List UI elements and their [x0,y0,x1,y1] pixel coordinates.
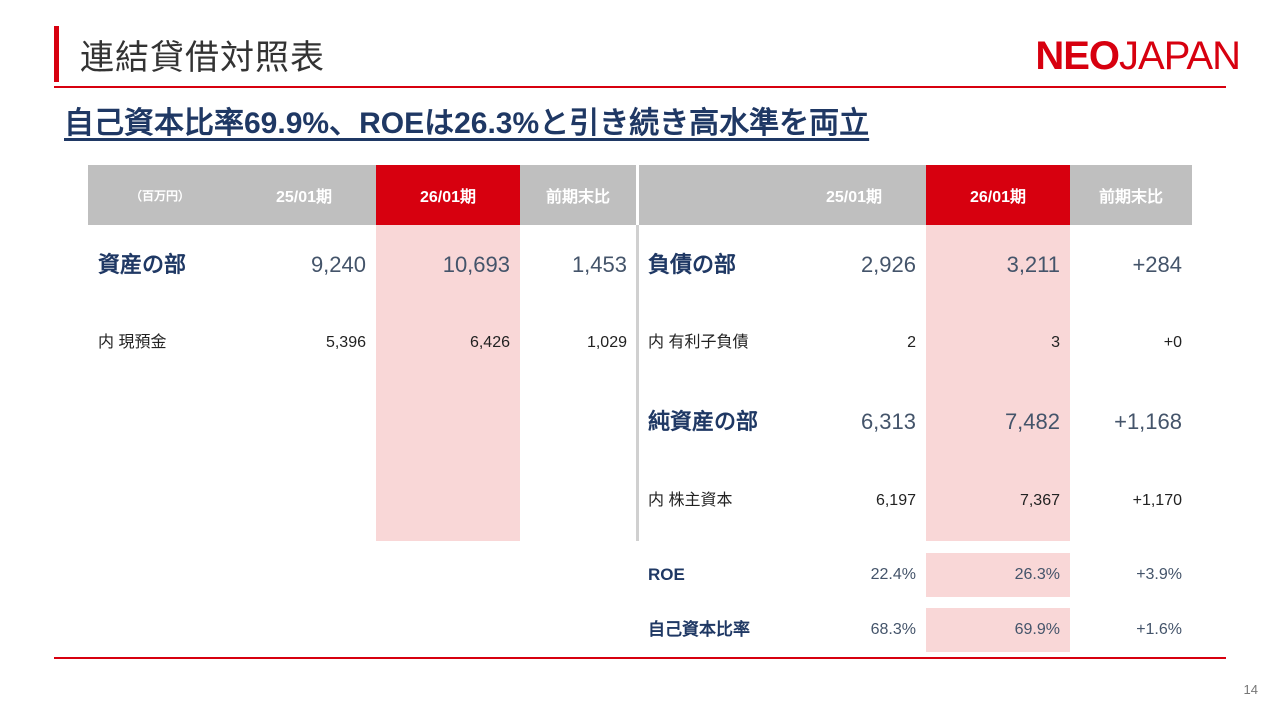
roe-highlight [926,553,1070,597]
logo-japan: JAPAN [1119,34,1241,78]
logo-neo: NEO [1035,34,1120,78]
shareholders-equity-curr: 7,367 [1019,492,1060,509]
interest-debt-label: 内 有利子負債 [648,334,749,351]
page-title: 連結貸借対照表 [80,39,325,77]
cash-diff: 1,029 [586,334,627,351]
shareholders-equity-diff: +1,170 [1132,492,1182,509]
assets-curr: 10,693 [442,252,510,277]
assets-label: 資産の部 [98,252,187,277]
table-column-divider [636,225,639,541]
header-divider [54,86,1226,88]
net-assets-prev: 6,313 [860,409,916,434]
title-accent-bar [54,26,59,82]
col-diff-header-left: 前期末比 [520,165,636,225]
cash-curr: 6,426 [469,334,510,351]
interest-debt-diff: +0 [1163,334,1182,351]
equity-ratio-prev: 68.3% [870,621,916,638]
interest-debt-curr: 3 [1051,334,1060,351]
liabilities-diff: +284 [1132,252,1182,277]
roe-diff: +3.9% [1136,566,1182,583]
page-number: 14 [1243,682,1258,697]
current-period-highlight-right [926,225,1070,541]
assets-prev: 9,240 [310,252,366,277]
liabilities-curr: 3,211 [1006,252,1060,277]
equity-ratio-label: 自己資本比率 [648,620,750,639]
shareholders-equity-prev: 6,197 [875,492,916,509]
net-assets-curr: 7,482 [1004,409,1060,434]
roe-label: ROE [648,565,685,584]
liabilities-prev: 2,926 [860,252,916,277]
roe-prev: 22.4% [870,566,916,583]
right-label-header [639,165,782,225]
company-logo: NEOJAPAN [1035,34,1241,79]
equity-ratio-diff: +1.6% [1136,621,1182,638]
shareholders-equity-label: 内 株主資本 [648,492,733,509]
col-curr-header-left: 26/01期 [376,165,520,225]
assets-diff: 1,453 [571,252,627,277]
unit-header: （百万円） [88,165,232,225]
col-curr-header-right: 26/01期 [926,165,1070,225]
col-prev-header-left: 25/01期 [232,165,376,225]
equity-ratio-highlight [926,608,1070,652]
page-subtitle: 自己資本比率69.9%、ROEは26.3%と引き続き高水準を両立 [64,107,870,140]
equity-ratio-curr: 69.9% [1014,621,1060,638]
cash-label: 内 現預金 [98,334,167,351]
cash-prev: 5,396 [325,334,366,351]
interest-debt-prev: 2 [907,334,916,351]
col-prev-header-right: 25/01期 [782,165,926,225]
net-assets-label: 純資産の部 [648,409,759,434]
col-diff-header-right: 前期末比 [1070,165,1192,225]
current-period-highlight-left [376,225,520,541]
roe-curr: 26.3% [1014,566,1060,583]
liabilities-label: 負債の部 [648,252,737,277]
net-assets-diff: +1,168 [1114,409,1182,434]
footer-divider [54,657,1226,659]
